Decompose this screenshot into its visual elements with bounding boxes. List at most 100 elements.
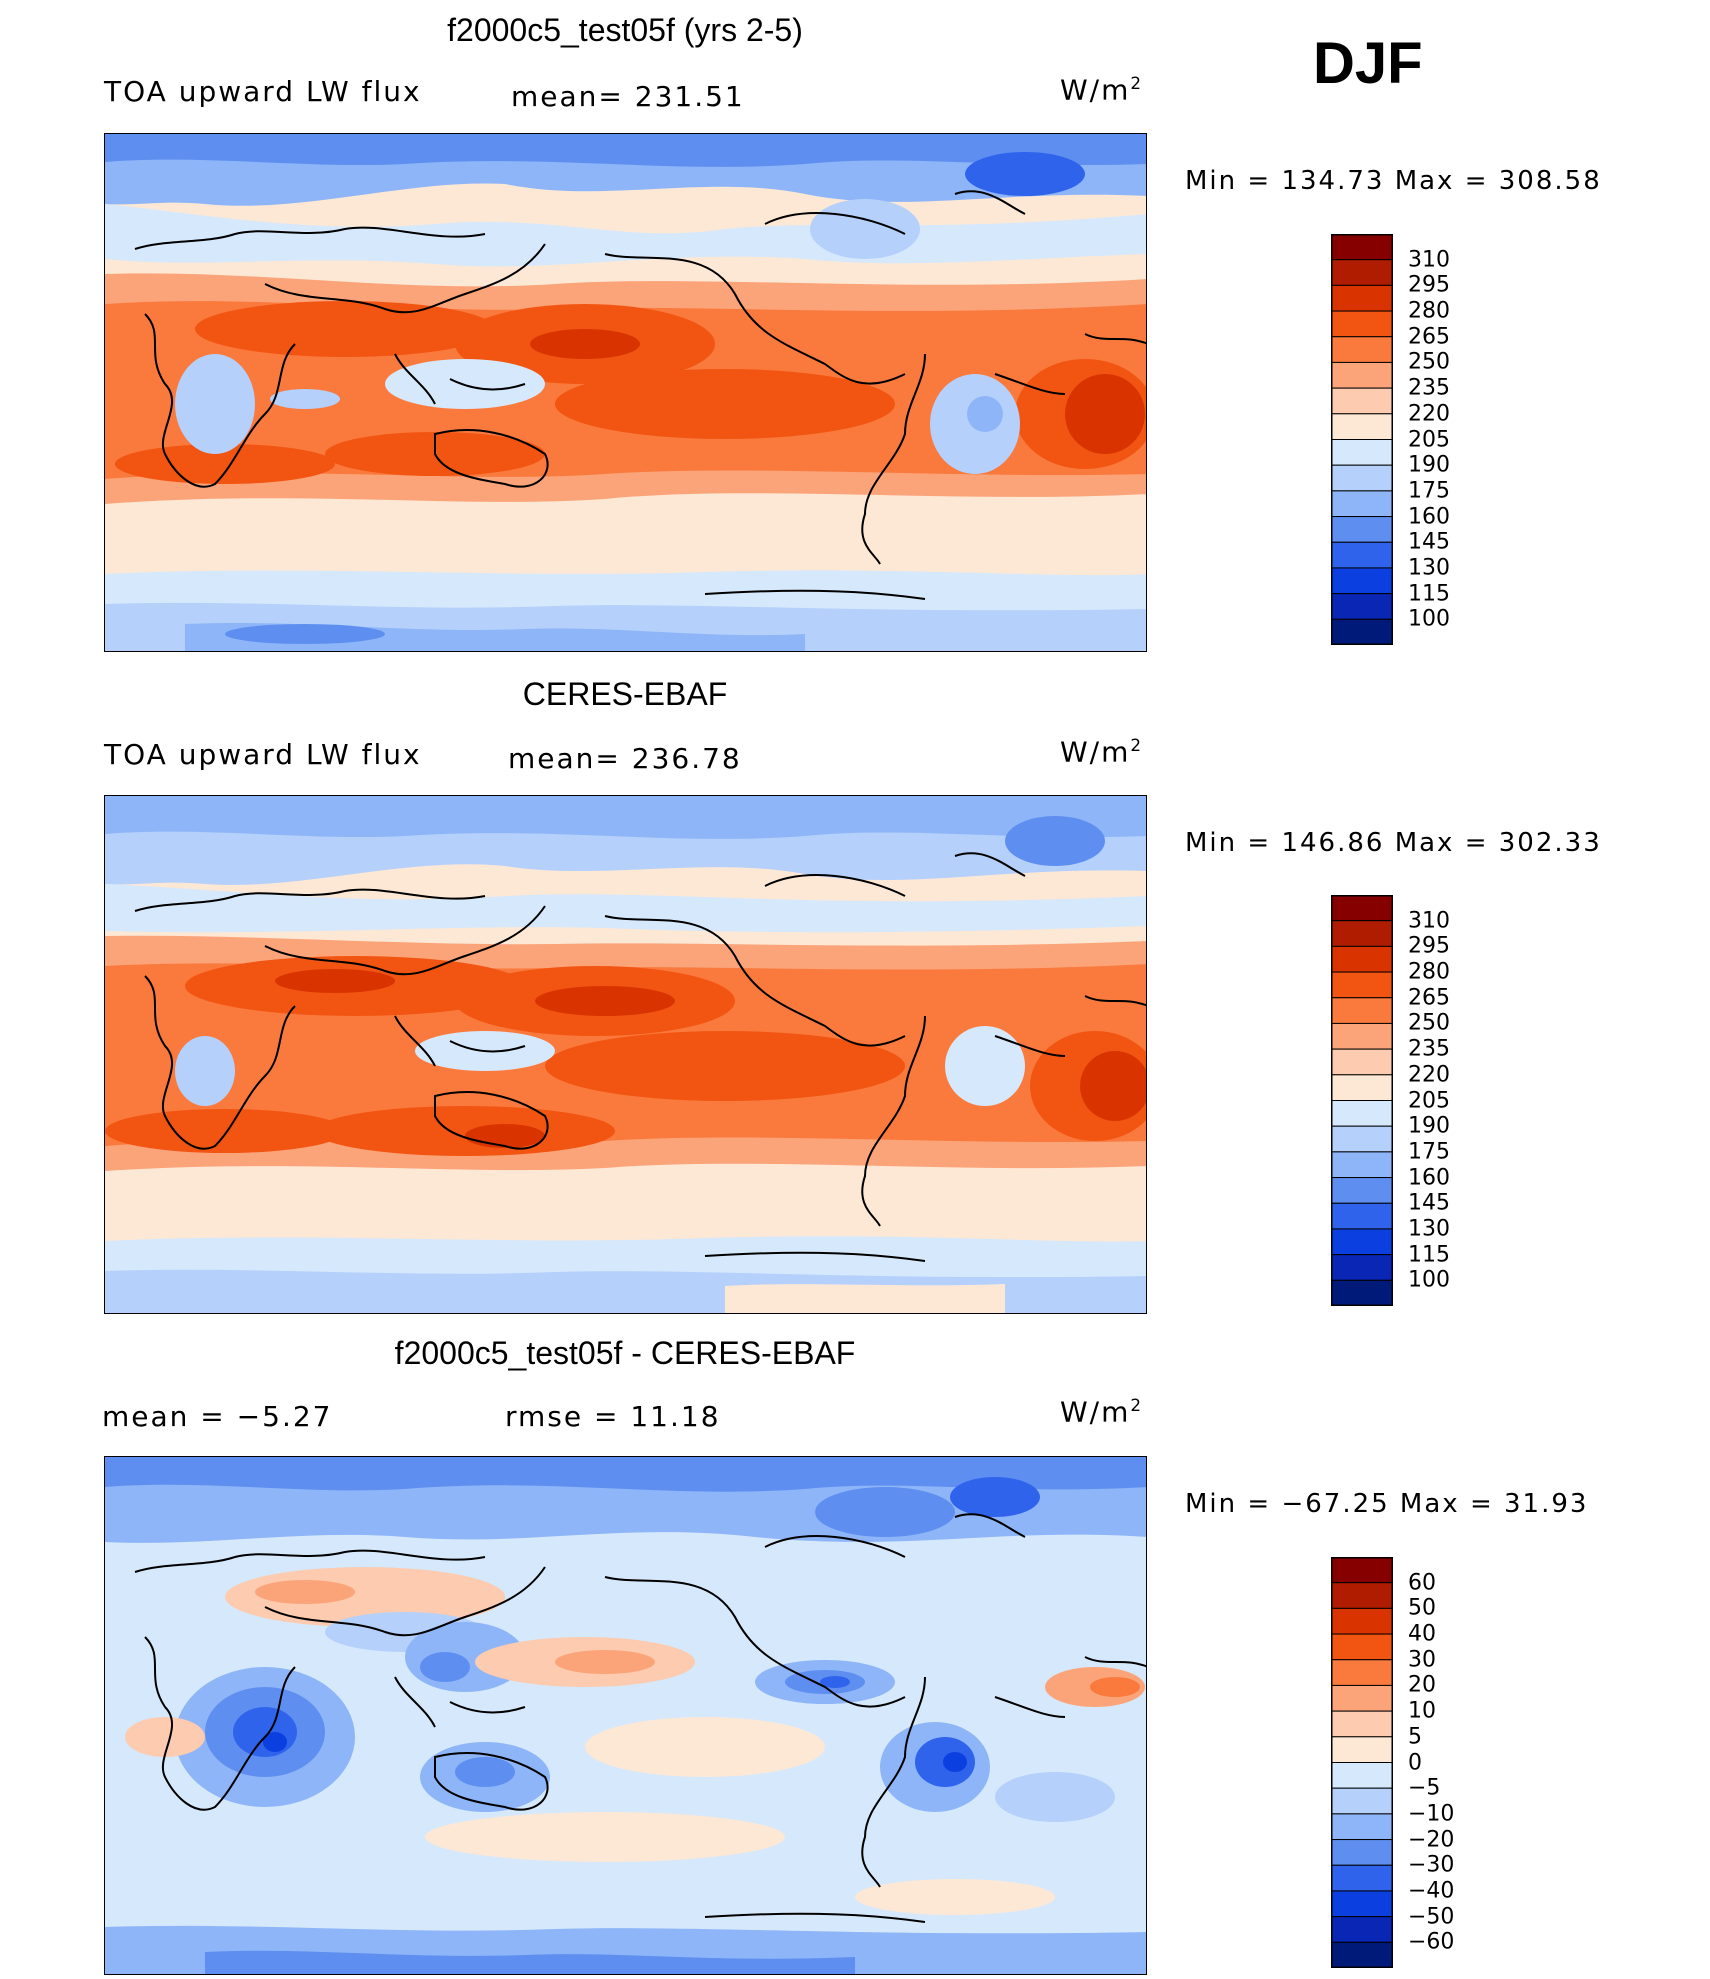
panel-1-map [104,133,1147,652]
panel-3-colorbar-swatch [1331,1890,1393,1918]
panel-2-colorbar-tick-label: 310 [1408,908,1450,934]
panel-2-colorbar-tick-label: 235 [1408,1036,1450,1062]
panel-1-colorbar-swatch [1331,490,1393,518]
panel-1-colorbar-swatch [1331,284,1393,312]
panel-1-mean-label: mean= 231.51 [511,80,745,113]
panel-3-map [104,1456,1147,1975]
panel-2-colorbar-swatch [1331,1100,1393,1127]
panel-3-colorbar-tick-label: 50 [1408,1595,1436,1621]
panel-3-colorbar-tick-label: 0 [1408,1750,1422,1775]
season-label: DJF [1313,31,1423,96]
panel-3-colorbar-swatch [1331,1633,1393,1661]
panel-2-colorbar-tick-label: 115 [1408,1242,1450,1268]
panel-3-colorbar-swatch [1331,1736,1393,1763]
panel-2-colorbar-swatch [1331,920,1393,947]
panel-1-colorbar-swatch [1331,387,1393,415]
panel-1-colorbar-swatch [1331,361,1393,389]
panel-2-variable-label: TOA upward LW flux [104,738,422,771]
panel-1-colorbar-swatch [1331,567,1393,595]
panel-1-colorbar-swatch [1331,464,1393,492]
panel-3-colorbar-tick-label: −30 [1408,1852,1455,1878]
panel-2-colorbar [1331,895,1393,1306]
panel-2-title: CERES-EBAF [522,676,728,712]
panel-3-map-field [105,1457,1146,1974]
panel-2-map [104,795,1147,1314]
panel-3-colorbar-swatch [1331,1839,1393,1866]
panel-3-colorbar-swatch [1331,1762,1393,1789]
panel-1-title: f2000c5_test05f (yrs 2-5) [447,12,803,48]
panel-1-colorbar-tick-label: 310 [1408,247,1450,273]
panel-2-colorbar-swatch [1331,1202,1393,1230]
panel-2-map-field [105,796,1146,1313]
panel-3-title: f2000c5_test05f - CERES-EBAF [394,1335,856,1371]
panel-1-colorbar-swatch [1331,439,1393,466]
panel-3-colorbar-tick-label: 10 [1408,1698,1436,1724]
panel-2-colorbar-tick-label: 100 [1408,1267,1450,1293]
panel-2-colorbar-swatch [1331,895,1393,922]
panel-2-colorbar-tick-label: 205 [1408,1088,1450,1113]
panel-3-colorbar-swatch [1331,1864,1393,1892]
panel-3-colorbar-swatch [1331,1557,1393,1584]
panel-1-colorbar-tick-label: 145 [1408,529,1450,555]
panel-3-colorbar-swatch [1331,1684,1393,1712]
panel-1-colorbar-tick-label: 130 [1408,555,1450,581]
panel-1-colorbar-tick-label: 175 [1408,478,1450,504]
panel-3-colorbar-swatch [1331,1813,1393,1841]
panel-1-colorbar-swatch [1331,516,1393,543]
panel-2-colorbar-swatch [1331,1151,1393,1179]
panel-2-colorbar-tick-label: 250 [1408,1010,1450,1036]
panel-2-colorbar-swatch [1331,1228,1393,1256]
panel-2-colorbar-swatch [1331,971,1393,999]
panel-2-units: W/m2 [1060,735,1144,769]
panel-2-colorbar-tick-label: 265 [1408,985,1450,1011]
panel-3-minmax: Min = −67.25 Max = 31.93 [1185,1489,1589,1519]
panel-1-colorbar-tick-label: 115 [1408,581,1450,607]
panel-2-minmax: Min = 146.86 Max = 302.33 [1185,828,1602,858]
panel-2-colorbar-frame [1331,895,1393,1306]
panel-2-colorbar-swatch [1331,1074,1393,1101]
panel-1-colorbar-tick-label: 295 [1408,272,1450,298]
panel-2-colorbar-swatch [1331,1125,1393,1153]
panel-3-mean-label: mean = −5.27 [102,1400,333,1433]
panel-1-colorbar-swatch [1331,593,1393,620]
panel-1-colorbar-frame [1331,234,1393,645]
panel-3-colorbar-tick-label: 30 [1408,1647,1436,1673]
panel-3-colorbar-tick-label: 5 [1408,1724,1422,1750]
panel-3-colorbar-tick-label: −5 [1408,1775,1441,1801]
panel-3-colorbar-tick-label: 60 [1408,1570,1436,1596]
panel-2-colorbar-swatch [1331,1022,1393,1050]
panel-1-colorbar-tick-label: 205 [1408,427,1450,452]
panel-2-colorbar-tick-label: 145 [1408,1190,1450,1216]
panel-1-colorbar-swatch [1331,336,1393,363]
panel-3-colorbar-tick-label: 40 [1408,1621,1436,1647]
panel-1-colorbar-tick-label: 280 [1408,298,1450,324]
panel-1-colorbar-tick-label: 265 [1408,324,1450,350]
panel-1-variable-label: TOA upward LW flux [104,75,422,108]
panel-1-colorbar-tick-label: 235 [1408,375,1450,401]
panel-3-colorbar-swatch [1331,1710,1393,1738]
panel-3-colorbar-swatch [1331,1941,1393,1968]
panel-2-colorbar-tick-label: 160 [1408,1165,1450,1191]
panel-3-colorbar-tick-label: −20 [1408,1827,1455,1853]
panel-2-colorbar-swatch [1331,1048,1393,1076]
panel-1-colorbar-swatch [1331,259,1393,286]
panel-2-colorbar-swatch [1331,1177,1393,1204]
panel-3-colorbar-tick-label: −10 [1408,1801,1455,1827]
panel-2-colorbar-tick-label: 220 [1408,1062,1450,1088]
panel-1-colorbar-tick-label: 190 [1408,452,1450,478]
panel-1-colorbar-tick-label: 220 [1408,401,1450,427]
panel-3-units: W/m2 [1060,1395,1144,1429]
panel-1-colorbar-swatch [1331,541,1393,569]
panel-2-colorbar-tick-label: 295 [1408,933,1450,959]
panel-1-minmax: Min = 134.73 Max = 308.58 [1185,166,1602,196]
panel-3-colorbar-swatch [1331,1607,1393,1635]
panel-1-colorbar-tick-label: 250 [1408,349,1450,375]
panel-2-colorbar-tick-label: 130 [1408,1216,1450,1242]
panel-1-colorbar-swatch [1331,234,1393,261]
panel-3-colorbar-swatch [1331,1582,1393,1609]
panel-2-mean-label: mean= 236.78 [508,742,742,775]
panel-1-units: W/m2 [1060,73,1144,107]
panel-1-colorbar-swatch [1331,413,1393,440]
panel-3-colorbar-tick-label: −40 [1408,1878,1455,1904]
panel-3-colorbar-tick-label: 20 [1408,1672,1436,1698]
